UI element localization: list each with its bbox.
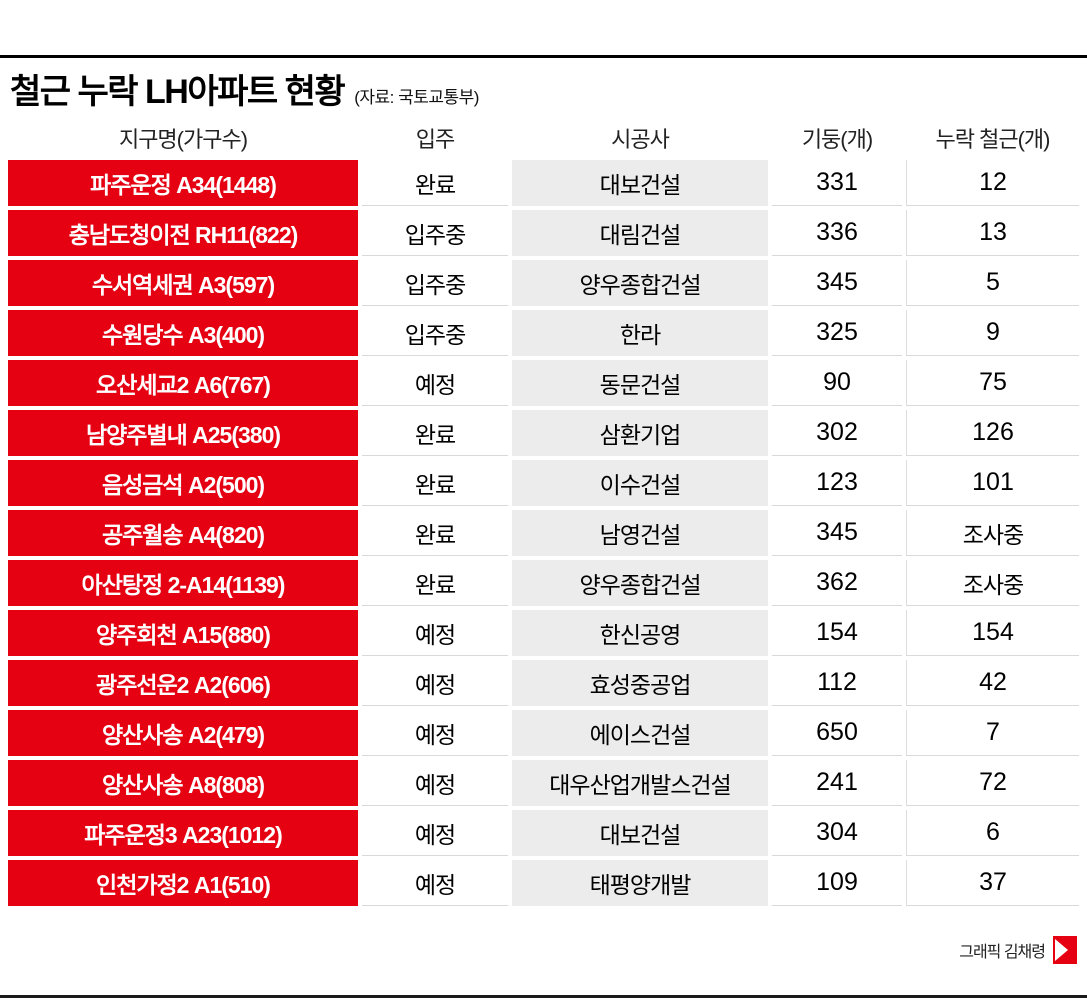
missing-rebar-cell: 72 [906,760,1079,806]
bottom-rule [0,995,1087,998]
movein-cell: 예정 [362,610,508,656]
district-cell: 파주운정 A34(1448) [8,160,358,206]
movein-cell: 예정 [362,760,508,806]
pillar-count-cell: 336 [772,210,902,256]
builder-cell: 대우산업개발스건설 [512,760,768,806]
pillar-count-cell: 345 [772,260,902,306]
pillar-count-cell: 123 [772,460,902,506]
district-cell: 양산사송 A2(479) [8,710,358,756]
missing-rebar-cell: 조사중 [906,560,1079,606]
district-cell: 공주월송 A4(820) [8,510,358,556]
missing-rebar-cell: 7 [906,710,1079,756]
pillar-count-cell: 90 [772,360,902,406]
missing-rebar-cell: 126 [906,410,1079,456]
movein-cell: 예정 [362,660,508,706]
district-cell: 양주회천 A15(880) [8,610,358,656]
table-body: 파주운정 A34(1448) 완료 대보건설 331 12 충남도청이전 RH1… [8,160,1079,906]
builder-cell: 양우종합건설 [512,260,768,306]
rebar-table: 지구명(가구수) 입주 시공사 기둥(개) 누락 철근(개) 파주운정 A34(… [8,118,1079,906]
movein-cell: 예정 [362,360,508,406]
pillar-count-cell: 331 [772,160,902,206]
pillar-count-cell: 112 [772,660,902,706]
missing-rebar-cell: 조사중 [906,510,1079,556]
builder-cell: 에이스건설 [512,710,768,756]
missing-rebar-cell: 37 [906,860,1079,906]
pillar-count-cell: 362 [772,560,902,606]
column-header-pillars: 기둥(개) [801,127,873,152]
pillar-count-cell: 650 [772,710,902,756]
movein-cell: 예정 [362,860,508,906]
missing-rebar-cell: 6 [906,810,1079,856]
movein-cell: 입주중 [362,210,508,256]
top-rule [0,55,1087,58]
movein-cell: 완료 [362,560,508,606]
district-cell: 오산세교2 A6(767) [8,360,358,406]
movein-cell: 완료 [362,510,508,556]
builder-cell: 효성중공업 [512,660,768,706]
page-title: 철근 누락 LH아파트 현황 [10,73,346,111]
builder-cell: 삼환기업 [512,410,768,456]
builder-cell: 한라 [512,310,768,356]
missing-rebar-cell: 13 [906,210,1079,256]
missing-rebar-cell: 101 [906,460,1079,506]
movein-cell: 완료 [362,460,508,506]
pillar-count-cell: 325 [772,310,902,356]
district-cell: 양산사송 A8(808) [8,760,358,806]
column-header-builder: 시공사 [611,127,670,152]
district-cell: 수서역세권 A3(597) [8,260,358,306]
publisher-logo-icon [1053,936,1077,964]
district-cell: 파주운정3 A23(1012) [8,810,358,856]
missing-rebar-cell: 9 [906,310,1079,356]
movein-cell: 입주중 [362,260,508,306]
source-label: (자료: 국토교통부) [354,88,479,107]
pillar-count-cell: 241 [772,760,902,806]
builder-cell: 한신공영 [512,610,768,656]
district-cell: 수원당수 A3(400) [8,310,358,356]
movein-cell: 입주중 [362,310,508,356]
district-cell: 남양주별내 A25(380) [8,410,358,456]
pillar-count-cell: 302 [772,410,902,456]
movein-cell: 완료 [362,410,508,456]
column-header-missing-rebar: 누락 철근(개) [935,127,1051,152]
district-cell: 아산탕정 2-A14(1139) [8,560,358,606]
builder-cell: 태평양개발 [512,860,768,906]
pillar-count-cell: 304 [772,810,902,856]
column-header-movein: 입주 [415,127,455,152]
builder-cell: 동문건설 [512,360,768,406]
pillar-count-cell: 154 [772,610,902,656]
district-cell: 충남도청이전 RH11(822) [8,210,358,256]
table-header-row: 지구명(가구수) 입주 시공사 기둥(개) 누락 철근(개) [8,118,1079,158]
builder-cell: 대림건설 [512,210,768,256]
district-cell: 인천가정2 A1(510) [8,860,358,906]
missing-rebar-cell: 12 [906,160,1079,206]
pillar-count-cell: 345 [772,510,902,556]
movein-cell: 예정 [362,810,508,856]
builder-cell: 대보건설 [512,160,768,206]
missing-rebar-cell: 5 [906,260,1079,306]
district-cell: 음성금석 A2(500) [8,460,358,506]
builder-cell: 남영건설 [512,510,768,556]
pillar-count-cell: 109 [772,860,902,906]
missing-rebar-cell: 154 [906,610,1079,656]
credit-block: 그래픽 김채령 [959,936,1077,964]
builder-cell: 양우종합건설 [512,560,768,606]
missing-rebar-cell: 42 [906,660,1079,706]
missing-rebar-cell: 75 [906,360,1079,406]
title-block: 철근 누락 LH아파트 현황 (자료: 국토교통부) [10,64,479,113]
builder-cell: 이수건설 [512,460,768,506]
credit-label: 그래픽 김채령 [959,944,1046,961]
movein-cell: 예정 [362,710,508,756]
builder-cell: 대보건설 [512,810,768,856]
district-cell: 광주선운2 A2(606) [8,660,358,706]
column-header-district: 지구명(가구수) [118,127,248,152]
movein-cell: 완료 [362,160,508,206]
